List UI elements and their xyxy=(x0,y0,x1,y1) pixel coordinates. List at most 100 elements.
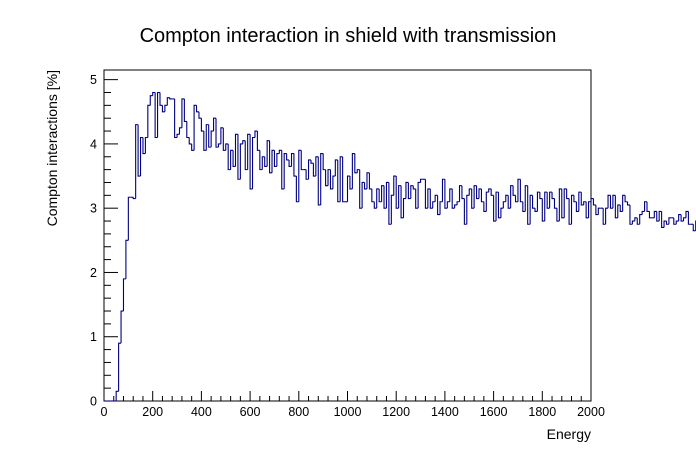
series-layer xyxy=(104,91,696,402)
histogram-bin xyxy=(471,188,475,209)
y-tick-label: 2 xyxy=(90,266,97,280)
histogram-bin xyxy=(451,188,455,209)
histogram-bin xyxy=(546,192,550,209)
histogram-bin xyxy=(310,159,314,164)
histogram-bin xyxy=(239,143,243,180)
histogram-bin xyxy=(644,201,647,212)
histogram-bin xyxy=(188,137,192,145)
histogram-bin xyxy=(441,178,445,202)
histogram-bin xyxy=(427,188,431,209)
histogram-bin xyxy=(468,188,472,196)
histogram-bin xyxy=(505,194,509,202)
histogram-bin xyxy=(619,204,623,212)
histogram-bin xyxy=(234,133,238,167)
histogram-bin xyxy=(658,210,662,222)
histogram-bin xyxy=(281,150,285,190)
histogram-bin xyxy=(373,201,377,209)
histogram-bin xyxy=(653,210,657,218)
histogram-bin xyxy=(254,130,258,138)
histogram-bin xyxy=(636,217,640,225)
histogram-bin xyxy=(264,156,268,167)
histogram-bin xyxy=(524,185,528,212)
histogram-bin xyxy=(675,220,679,225)
histogram-bin xyxy=(493,195,497,222)
histogram-bin xyxy=(332,175,336,189)
histogram-bin xyxy=(381,185,385,202)
histogram-bin xyxy=(390,194,394,225)
histogram-bin xyxy=(273,150,277,167)
histogram-bin xyxy=(271,149,275,173)
histogram-bin xyxy=(139,136,143,177)
histogram-bin xyxy=(456,201,460,205)
histogram-bin xyxy=(575,201,579,212)
histogram-bin xyxy=(383,185,387,209)
histogram-bin xyxy=(227,143,231,171)
histogram-bin xyxy=(225,143,229,151)
histogram-bin xyxy=(566,188,570,200)
histogram-bin xyxy=(195,105,199,113)
histogram-bin xyxy=(157,91,160,138)
histogram-bin xyxy=(536,191,540,212)
chart-title: Compton interaction in shield with trans… xyxy=(140,25,557,47)
histogram-bin xyxy=(500,207,504,218)
histogram-bin xyxy=(181,98,185,128)
histogram-bin xyxy=(210,130,214,148)
histogram-bin xyxy=(198,111,202,119)
histogram-bin xyxy=(405,181,409,199)
histogram-bin xyxy=(334,159,338,177)
histogram-bin xyxy=(337,159,341,203)
histogram-bin xyxy=(276,153,280,167)
histogram-bin xyxy=(507,195,511,209)
histogram-bin xyxy=(553,198,557,209)
histogram-bin xyxy=(502,201,506,209)
histogram-bin xyxy=(305,169,309,180)
histogram-bin xyxy=(259,150,263,171)
histogram-bin xyxy=(439,201,443,215)
histogram-bin xyxy=(444,179,448,209)
histogram-bin xyxy=(286,153,290,161)
histogram-bin xyxy=(420,178,423,183)
histogram-bin xyxy=(541,198,545,222)
histogram-bin xyxy=(256,131,260,151)
histogram-bin xyxy=(583,201,587,205)
histogram-bin xyxy=(161,105,165,113)
x-tick-label: 0 xyxy=(101,405,108,419)
histogram-bin xyxy=(410,185,414,199)
histogram-bin xyxy=(208,124,212,148)
histogram-bin xyxy=(364,182,367,190)
x-tick-label: 800 xyxy=(288,405,309,419)
histogram-bin xyxy=(417,181,421,209)
histogram-bin xyxy=(661,211,665,229)
histogram-bin xyxy=(398,185,402,209)
histogram-bin xyxy=(561,188,565,219)
histogram-bin xyxy=(359,169,363,209)
histogram-bin xyxy=(519,179,523,203)
histogram-bin xyxy=(476,185,479,200)
histogram-bin xyxy=(483,201,487,212)
histogram-bin xyxy=(217,143,221,148)
x-tick-label: 400 xyxy=(191,405,212,419)
x-tick-label: 600 xyxy=(240,405,261,419)
histogram-bin xyxy=(485,191,489,212)
histogram-bin xyxy=(200,118,204,132)
histogram-bin xyxy=(339,156,343,202)
histogram-bin xyxy=(315,156,319,177)
histogram-bin xyxy=(605,207,609,225)
histogram-bin xyxy=(220,127,224,144)
histogram-bin xyxy=(149,95,153,106)
histogram-bin xyxy=(159,92,163,106)
histogram-bin xyxy=(473,185,477,209)
histogram-bin xyxy=(154,92,158,139)
histogram-bin xyxy=(412,185,416,190)
histogram-bin xyxy=(449,188,453,202)
histogram-bin xyxy=(127,196,131,241)
histogram-bin xyxy=(178,127,182,135)
histogram-bin xyxy=(307,159,311,180)
histogram-bin xyxy=(400,185,404,219)
histogram-bin xyxy=(534,208,538,212)
histogram-bin xyxy=(602,208,606,225)
histogram-bin xyxy=(631,220,635,225)
histogram-bin xyxy=(617,204,621,218)
histogram-bin xyxy=(614,195,618,219)
